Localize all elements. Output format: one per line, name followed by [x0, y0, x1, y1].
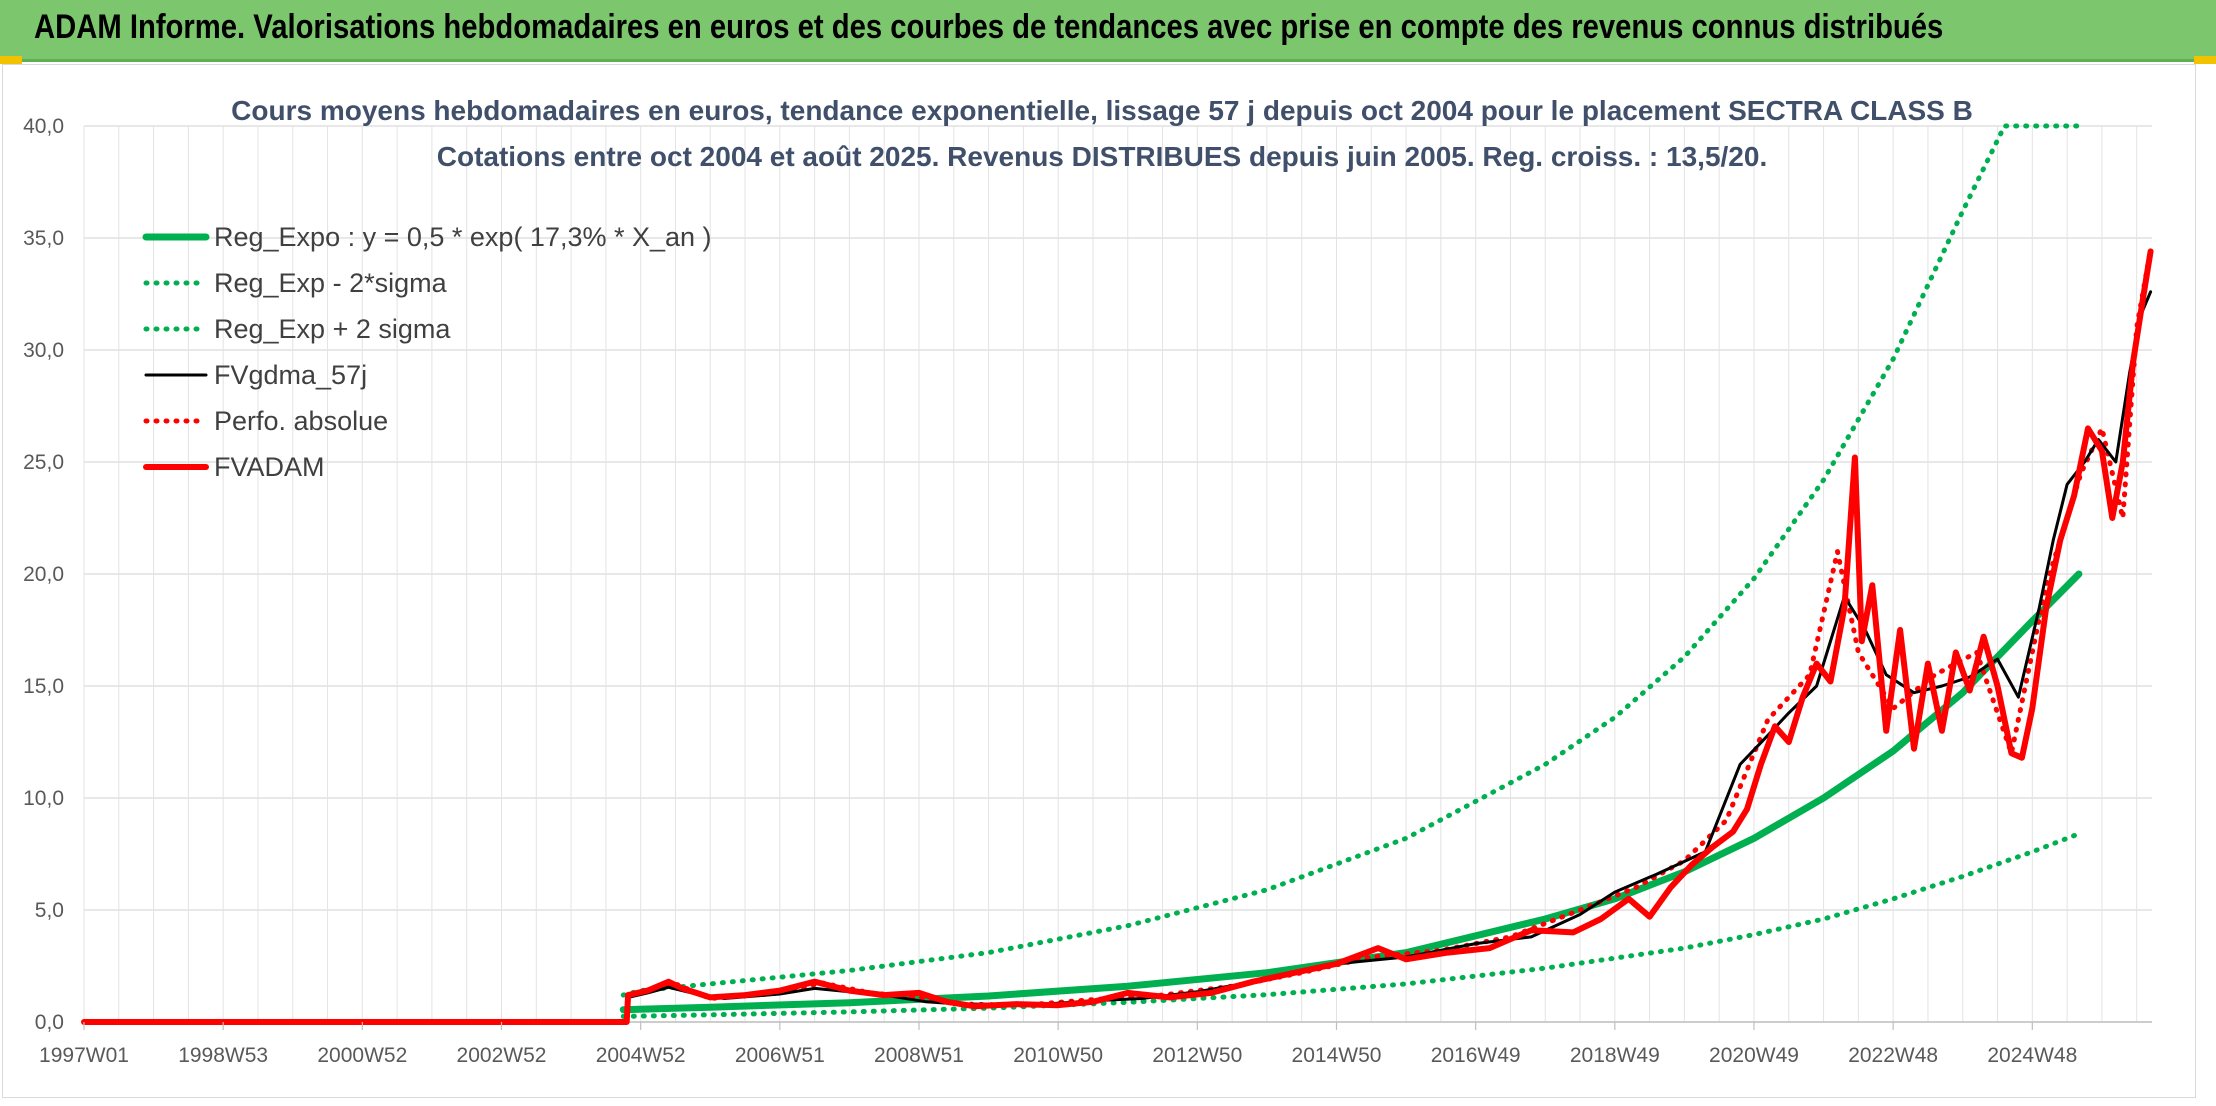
y-axis-tick-labels: 0,0 5,0 10,0 15,0 20,0 25,0 30,0 35,0 40,0	[23, 115, 64, 1034]
corner-accent-left	[0, 56, 22, 64]
chart-grid	[83, 125, 2152, 1023]
legend-label-1: Reg_Exp - 2*sigma	[214, 268, 448, 298]
x-tick-label: 2016W49	[1431, 1044, 1521, 1067]
y-tick-label: 20,0	[23, 563, 64, 586]
y-tick-label: 0,0	[35, 1011, 64, 1034]
x-tick-label: 2002W52	[457, 1044, 547, 1067]
chart-series	[81, 123, 2154, 1025]
x-tick-label: 2000W52	[317, 1044, 407, 1067]
x-tick-label: 2022W48	[1848, 1044, 1938, 1067]
legend-label-4: Perfo. absolue	[214, 406, 388, 436]
series-line-3	[82, 290, 2153, 1024]
x-tick-label: 2020W49	[1709, 1044, 1799, 1067]
x-tick-label: 2010W50	[1013, 1044, 1103, 1067]
y-tick-label: 10,0	[23, 787, 64, 810]
x-tick-label: 1997W01	[39, 1044, 129, 1067]
y-tick-label: 35,0	[23, 227, 64, 250]
x-tick-label: 2008W51	[874, 1044, 964, 1067]
y-tick-label: 5,0	[35, 899, 64, 922]
y-tick-label: 25,0	[23, 451, 64, 474]
report-banner: ADAM Informe. Valorisations hebdomadaire…	[0, 0, 2216, 62]
chart-legend: Reg_Expo : y = 0,5 * exp( 17,3% * X_an )…	[142, 222, 712, 482]
y-tick-label: 40,0	[23, 115, 64, 138]
x-tick-label: 2024W48	[1987, 1044, 2077, 1067]
corner-accent-right	[2194, 56, 2216, 64]
series-line-5	[81, 248, 2154, 1025]
legend-label-0: Reg_Expo : y = 0,5 * exp( 17,3% * X_an )	[214, 222, 712, 252]
chart-title: Cours moyens hebdomadaires en euros, ten…	[231, 95, 1973, 126]
x-tick-label: 1998W53	[178, 1044, 268, 1067]
y-tick-label: 30,0	[23, 339, 64, 362]
x-axis-tick-labels: 1997W01 1998W53 2000W52 2002W52 2004W52 2006W…	[39, 1022, 2077, 1067]
x-tick-label: 2018W49	[1570, 1044, 1660, 1067]
series-line-1	[620, 831, 2082, 1019]
chart-frame	[2, 64, 2196, 1098]
legend-label-2: Reg_Exp + 2 sigma	[214, 314, 451, 344]
x-tick-label: 2004W52	[596, 1044, 686, 1067]
y-tick-label: 15,0	[23, 675, 64, 698]
series-line-2	[620, 123, 2082, 998]
report-title: ADAM Informe. Valorisations hebdomadaire…	[34, 8, 1944, 46]
chart-subtitle: Cotations entre oct 2004 et août 2025. R…	[437, 141, 1767, 172]
legend-label-3: FVgdma_57j	[214, 360, 367, 390]
x-tick-label: 2012W50	[1152, 1044, 1242, 1067]
legend-label-5: FVADAM	[214, 452, 325, 482]
x-tick-label: 2014W50	[1292, 1044, 1382, 1067]
x-tick-label: 2006W51	[735, 1044, 825, 1067]
